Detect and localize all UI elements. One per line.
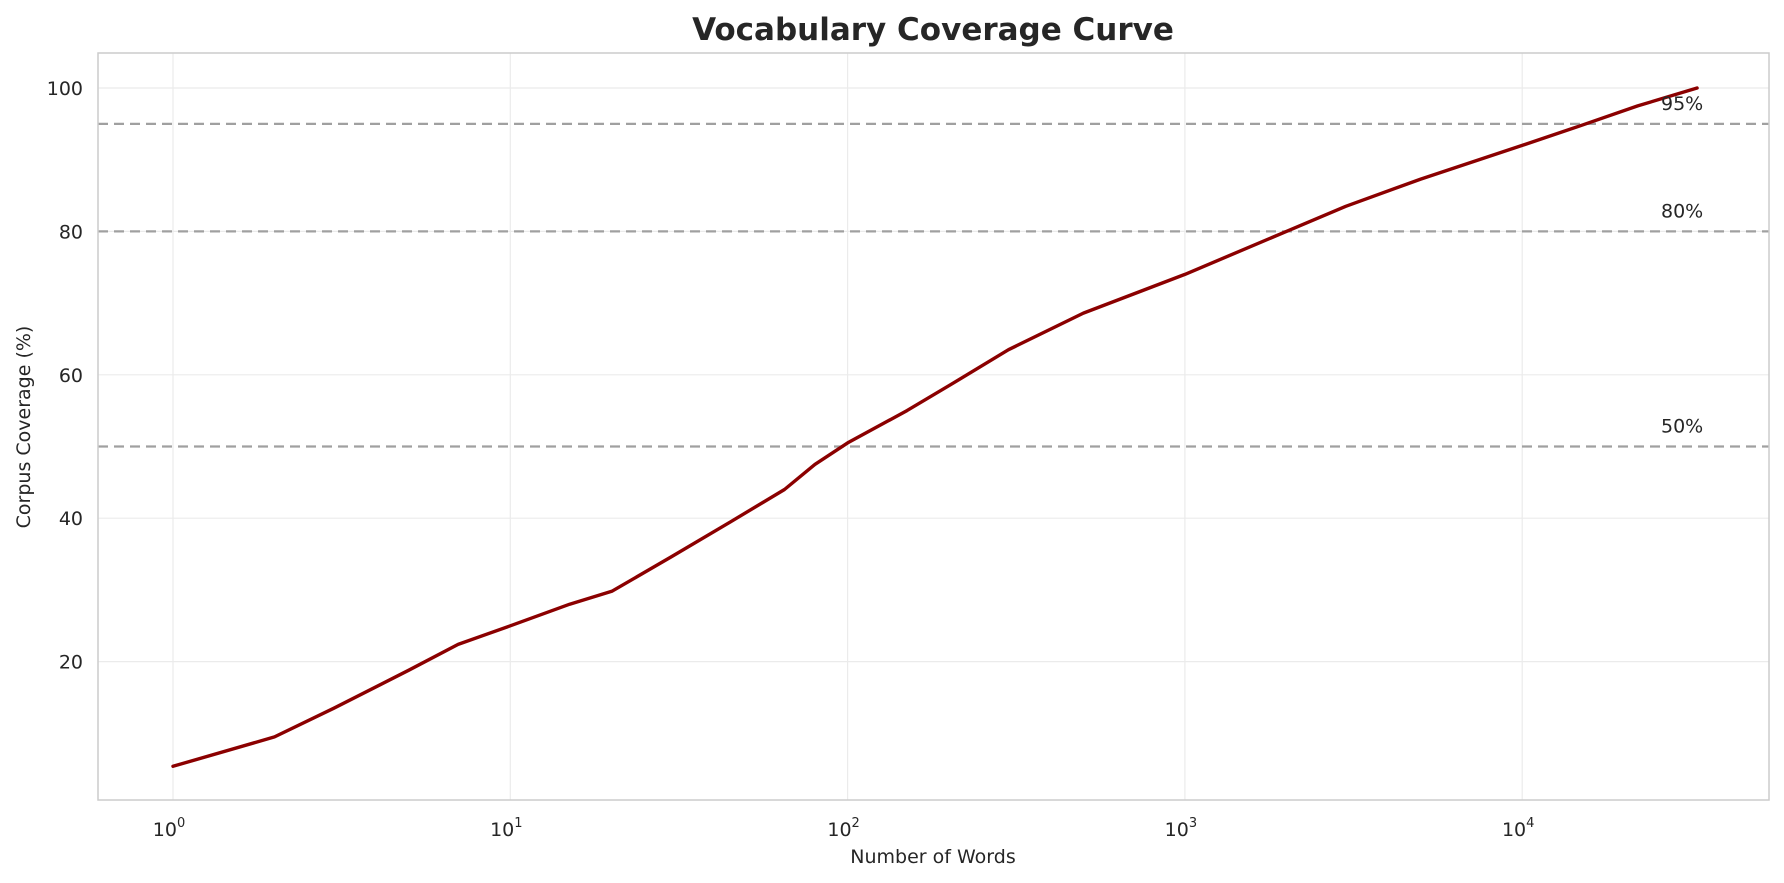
reference-lines bbox=[98, 122, 1769, 448]
reference-annotations: 95% 80% 50% bbox=[1661, 93, 1703, 438]
plot-frame bbox=[97, 52, 1770, 801]
y-tick-label: 80 bbox=[59, 221, 83, 243]
y-axis-label: Corpus Coverage (%) bbox=[13, 326, 35, 529]
y-tick-label: 60 bbox=[59, 365, 83, 387]
grid-lines bbox=[98, 53, 1769, 800]
reference-label-95: 95% bbox=[1661, 93, 1703, 115]
x-tick-label: 100 bbox=[153, 816, 185, 841]
y-tick-label: 20 bbox=[59, 652, 83, 674]
x-tick-label: 102 bbox=[827, 816, 859, 841]
data-series bbox=[171, 86, 1699, 768]
y-axis-ticks: 20 40 60 80 100 bbox=[47, 78, 83, 674]
coverage-line bbox=[171, 86, 1699, 768]
x-axis-label: Number of Words bbox=[850, 846, 1015, 868]
y-tick-label: 100 bbox=[47, 78, 83, 100]
x-tick-label: 104 bbox=[1502, 816, 1534, 841]
x-tick-label: 103 bbox=[1165, 816, 1197, 841]
x-axis-ticks: 100 101 102 103 104 bbox=[153, 816, 1535, 841]
y-tick-label: 40 bbox=[59, 508, 83, 530]
reference-label-50: 50% bbox=[1661, 416, 1703, 438]
reference-label-80: 80% bbox=[1661, 200, 1703, 222]
chart-title: Vocabulary Coverage Curve bbox=[692, 12, 1174, 48]
x-tick-label: 101 bbox=[490, 816, 522, 841]
